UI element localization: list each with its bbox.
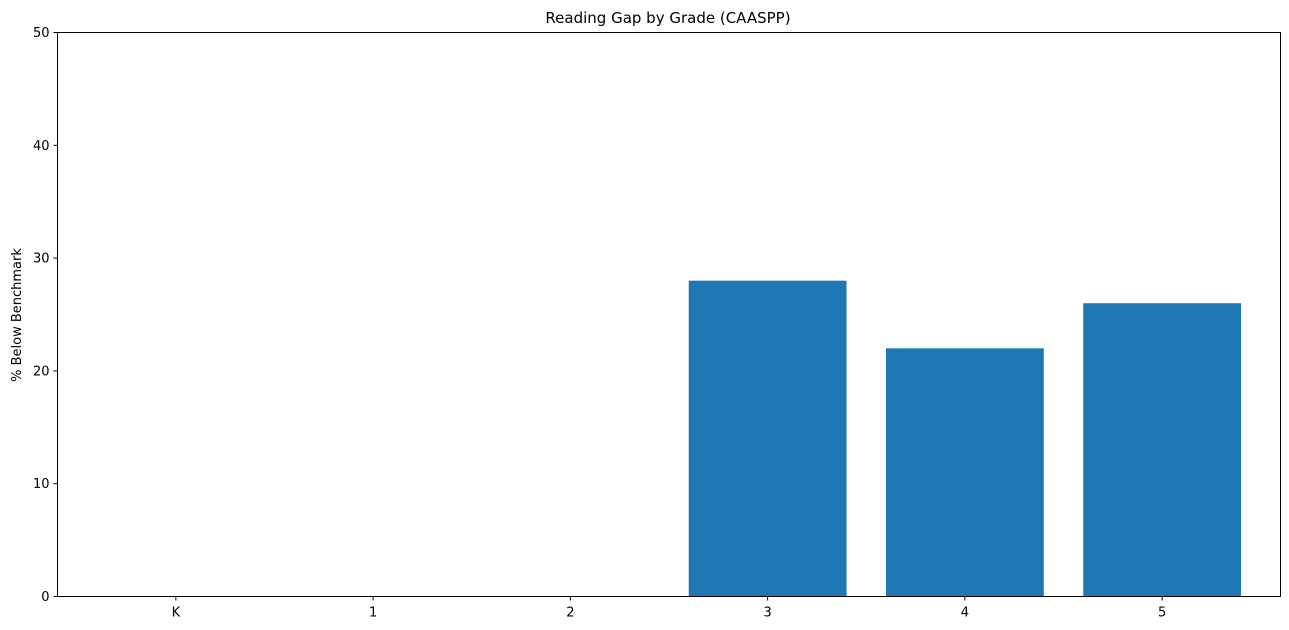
x-tick-label: 5 [1158, 606, 1166, 621]
x-tick-label: 1 [369, 606, 377, 621]
x-tick-label: 4 [961, 606, 969, 621]
bar-5 [1083, 303, 1242, 597]
y-axis-label: % Below Benchmark [10, 248, 25, 382]
y-tick-label: 0 [41, 590, 49, 605]
x-tick-label: K [172, 606, 181, 621]
y-tick-label: 30 [33, 252, 50, 267]
y-tick-label: 40 [33, 139, 50, 154]
y-tick-label: 10 [33, 477, 50, 492]
bar-3 [688, 280, 847, 597]
plot-area-frame [57, 32, 1281, 597]
chart-title: Reading Gap by Grade (CAASPP) [545, 9, 790, 27]
bars-group [688, 280, 1242, 597]
x-tick-label: 3 [763, 606, 771, 621]
bar-4 [885, 348, 1044, 597]
y-tick-label: 20 [33, 364, 50, 379]
y-tick-label: 50 [33, 26, 50, 41]
y-axis: 0 10 20 30 40 50 [33, 26, 58, 605]
x-tick-label: 2 [566, 606, 574, 621]
x-axis: K 1 2 3 4 5 [172, 596, 1166, 621]
